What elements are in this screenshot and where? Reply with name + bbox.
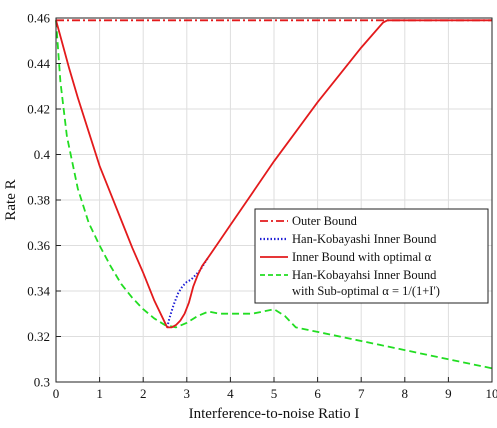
legend-label: Han-Kobayashi Inner Bound xyxy=(292,232,437,246)
x-tick-label: 2 xyxy=(140,386,147,401)
series-line-3 xyxy=(55,20,493,370)
x-tick-label: 4 xyxy=(227,386,234,401)
x-tick-label: 9 xyxy=(445,386,452,401)
legend-box xyxy=(254,208,489,304)
plot-series xyxy=(55,19,493,370)
legend-label: Outer Bound xyxy=(292,214,358,228)
x-axis-label: Interference-to-noise Ratio I xyxy=(189,406,360,422)
y-tick-label: 0.3 xyxy=(34,375,50,390)
y-tick-label: 0.4 xyxy=(34,147,51,162)
y-tick-label: 0.46 xyxy=(27,11,50,26)
y-tick-label: 0.38 xyxy=(27,193,50,208)
axis-ticks: 0 1 2 3 4 5 6 7 8 9 10 0.3 0.32 0.34 0.36 0.38 0.4 0.42 0.… xyxy=(27,11,497,402)
legend-label: Inner Bound with optimal α xyxy=(292,250,432,264)
x-tick-label: 5 xyxy=(271,386,278,401)
x-tick-label: 6 xyxy=(314,386,321,401)
y-tick-label: 0.36 xyxy=(27,238,50,253)
legend-label-line2: with Sub-optimal α = 1/(1+I') xyxy=(292,284,440,298)
y-tick-label: 0.34 xyxy=(27,284,50,299)
y-tick-label: 0.42 xyxy=(27,102,50,117)
y-axis-label: Rate R xyxy=(3,179,19,220)
x-tick-label: 0 xyxy=(53,386,60,401)
legend-label: Han-Kobayahsi Inner Bound xyxy=(292,268,437,282)
x-tick-label: 10 xyxy=(486,386,497,401)
y-tick-label: 0.32 xyxy=(27,329,50,344)
x-tick-label: 7 xyxy=(358,386,365,401)
series-line-2 xyxy=(55,19,492,329)
x-tick-label: 1 xyxy=(96,386,103,401)
x-tick-label: 8 xyxy=(402,386,409,401)
legend: Outer Bound Han-Kobayashi Inner Bound Inne… xyxy=(254,208,489,304)
y-tick-label: 0.44 xyxy=(27,56,50,71)
x-tick-label: 3 xyxy=(184,386,191,401)
